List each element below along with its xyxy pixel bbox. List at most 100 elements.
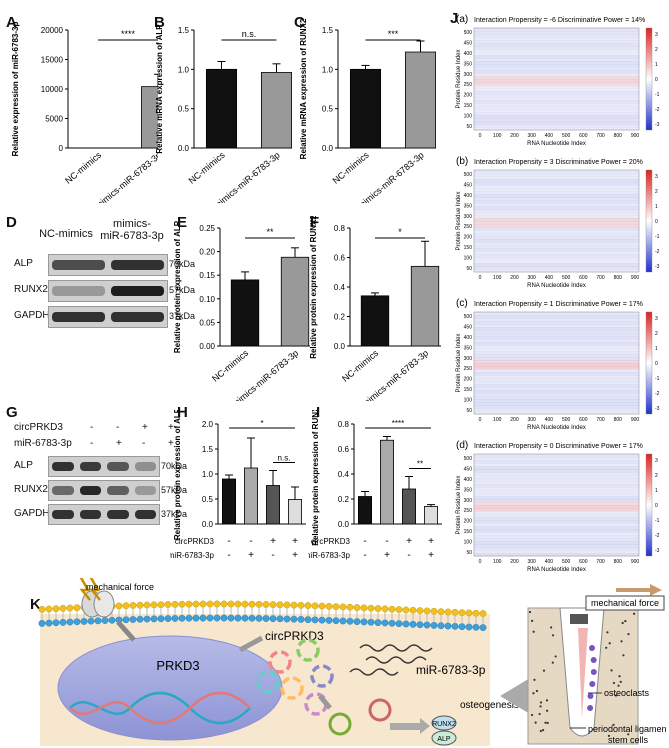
lipid-head <box>472 609 480 617</box>
heatmap-ytick: 50 <box>466 550 472 556</box>
heatmap-row <box>474 348 639 352</box>
osteoclast-cell <box>589 681 596 687</box>
lipid-head-inner <box>465 623 473 631</box>
band-label: ALP <box>14 258 33 269</box>
lipid-head <box>255 600 263 608</box>
heatmap-xtick: 400 <box>545 133 554 139</box>
heatmap-row <box>474 469 639 473</box>
colorbar-tick: 0 <box>655 361 658 367</box>
y-tick-label: 0.5 <box>322 105 334 114</box>
heatmap-row <box>474 475 639 479</box>
panel-j-label: J <box>450 10 459 27</box>
lipid-head-inner <box>311 616 319 624</box>
protein-band <box>111 286 164 296</box>
sign-2: + <box>248 550 254 561</box>
heatmap-ylabel: Protein Residue Index <box>456 49 462 108</box>
colorbar-tick: 3 <box>655 458 658 464</box>
heatmap-row <box>474 538 639 542</box>
y-tick-label: 15000 <box>41 56 64 65</box>
heatmap-row <box>474 188 639 192</box>
heatmap-row <box>474 457 639 461</box>
heatmap-ytick: 400 <box>464 193 473 199</box>
heatmap-row <box>474 112 639 116</box>
heatmap-xtick: 600 <box>579 559 588 565</box>
osteoclasts-label: osteoclasts <box>604 688 650 698</box>
heatmap-ytick: 200 <box>464 519 473 525</box>
heatmap-ytick: 300 <box>464 356 473 362</box>
lipid-head <box>444 608 452 616</box>
heatmap-row <box>474 514 639 518</box>
lipid-head-inner <box>388 619 396 627</box>
heatmap-title: Interaction Propensity = -6 Discriminati… <box>474 17 645 24</box>
heatmap-row <box>474 121 639 125</box>
heatmap-xtick: 300 <box>527 275 536 281</box>
lipid-head-inner <box>262 615 270 622</box>
heatmap-row <box>474 224 639 228</box>
kda-label: 70kDa <box>161 461 188 471</box>
cell-dot <box>539 705 542 708</box>
protein-band <box>52 509 74 520</box>
sign-2: + <box>292 550 298 561</box>
heatmap-ytick: 500 <box>464 172 473 178</box>
mechanical-force-box <box>585 595 665 611</box>
sig-label-2: n.s. <box>278 454 291 463</box>
heatmap-row <box>474 405 639 409</box>
blot-strip <box>48 280 168 302</box>
heatmap-xtick: 500 <box>562 559 571 565</box>
lipid-head-inner <box>304 616 312 624</box>
heatmap-row <box>474 215 639 219</box>
heatmap-row <box>474 345 639 349</box>
osteoclast-cell <box>589 645 595 651</box>
cell-dot <box>532 692 535 695</box>
heatmap-xtick: 800 <box>614 417 623 423</box>
lipid-head-inner <box>374 619 382 627</box>
y-tick-label: 1.5 <box>202 445 214 454</box>
bar <box>380 439 395 525</box>
sig-label-1: * <box>260 419 263 428</box>
heatmap-ytick: 50 <box>466 266 472 272</box>
heatmap-area <box>473 169 640 273</box>
lipid-head-inner <box>38 619 46 627</box>
pdl-label-2: stem cells <box>608 735 649 745</box>
heatmap-ytick: 300 <box>464 498 473 504</box>
lipid-head-inner <box>178 614 186 622</box>
category-label: NC-mimics <box>210 348 251 384</box>
bar <box>141 86 158 149</box>
heatmap-area <box>473 27 640 131</box>
heatmap-row <box>474 64 639 68</box>
heatmap-ytick: 250 <box>464 366 473 372</box>
cell-dot <box>546 709 549 712</box>
prkd3-label: PRKD3 <box>156 658 199 673</box>
panel-i-label: I <box>316 404 321 421</box>
y-axis-label: Relative protein expression of RUNX2 <box>309 216 318 359</box>
lipid-head-inner <box>108 616 116 624</box>
panel-e-label: E <box>177 214 188 231</box>
osteoclast-cell <box>590 669 597 675</box>
nucleus <box>57 635 283 741</box>
heatmap-xtick: 400 <box>545 417 554 423</box>
colorbar-tick: -3 <box>655 406 660 412</box>
lipid-head <box>248 600 256 608</box>
colorbar-tick: 0 <box>655 77 658 83</box>
colorbar-tick: -3 <box>655 122 660 128</box>
sign-1: + <box>406 536 412 547</box>
lipid-head-inner <box>346 617 354 625</box>
blot-strip <box>48 504 160 525</box>
lipid-head-inner <box>129 616 137 623</box>
lipid-head <box>346 603 354 611</box>
lipid-head <box>311 602 319 610</box>
sign-2: - <box>271 550 274 561</box>
osteoclast-cell <box>587 705 594 711</box>
heatmap-row <box>474 43 639 47</box>
colorbar-tick: -1 <box>655 376 660 382</box>
colorbar-tick: -3 <box>655 548 660 554</box>
lipid-head <box>192 600 200 608</box>
heatmap-row <box>474 209 639 213</box>
lipid-head <box>150 601 158 609</box>
heatmap-row <box>474 103 639 107</box>
category-label: NC-mimics <box>331 150 372 186</box>
heatmap-ylabel: Protein Residue Index <box>456 333 462 392</box>
y-axis-label: Relative mRNA expression of RUNX2 <box>299 18 308 159</box>
lipid-head-inner <box>122 616 130 624</box>
heatmap-row <box>474 481 639 485</box>
